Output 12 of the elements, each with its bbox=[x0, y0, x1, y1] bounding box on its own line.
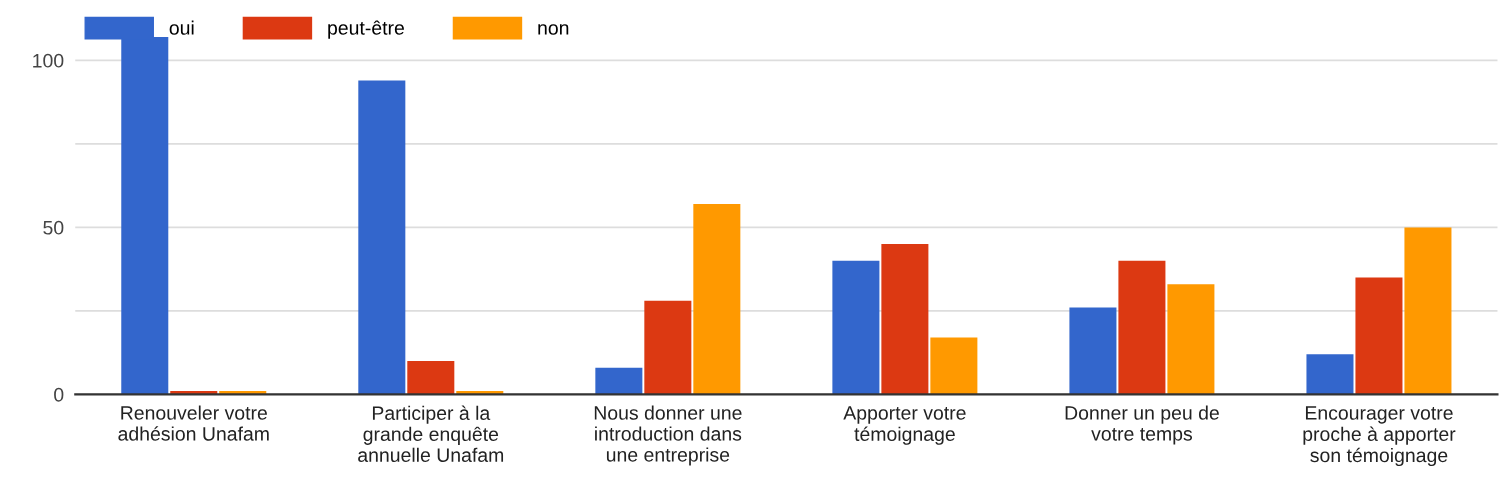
y-tick-label: 0 bbox=[54, 387, 64, 402]
legend-label: peut-être bbox=[328, 20, 404, 39]
legend-label: non bbox=[538, 24, 569, 35]
x-tick-label: Nous donner une introduction dans une entreprise bbox=[594, 405, 742, 466]
y-tick-label: 100 bbox=[33, 53, 64, 68]
x-tick-label: Donner un peu de votre temps bbox=[1065, 405, 1219, 445]
x-tick-label: Renouveler votre adhésion Unafam bbox=[118, 405, 269, 441]
x-tick-label: Apporter votre témoignage bbox=[843, 406, 966, 445]
legend-label: oui bbox=[169, 20, 194, 35]
x-tick-label: Encourager votre proche à apporter son témoignage bbox=[1303, 406, 1456, 467]
y-tick-label: 50 bbox=[43, 220, 64, 235]
x-tick-label: Participer à la grande enquête annuelle Unafam bbox=[358, 405, 504, 462]
